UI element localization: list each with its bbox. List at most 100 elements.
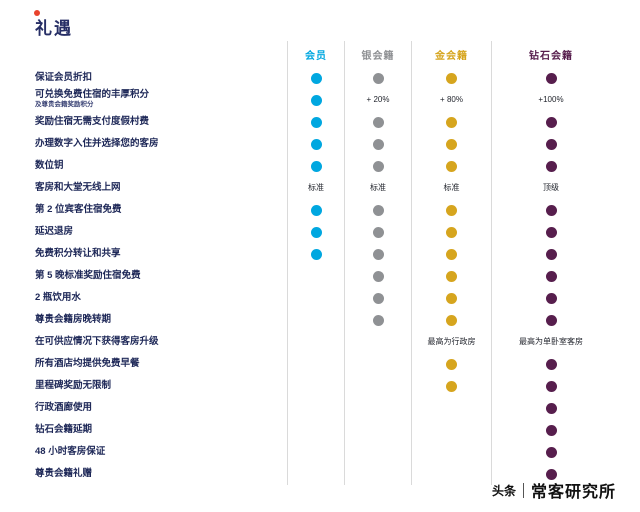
watermark-brand: 头条 bbox=[491, 483, 516, 498]
benefit-dot-icon bbox=[372, 116, 384, 128]
benefit-dot-cell bbox=[491, 221, 610, 243]
row-label: 2 瓶饮用水 bbox=[35, 291, 81, 303]
benefit-dot-cell bbox=[344, 133, 411, 155]
benefit-dot-icon bbox=[310, 138, 322, 150]
benefit-dot-cell bbox=[344, 111, 411, 133]
benefit-dot-cell bbox=[491, 155, 610, 177]
brand-dot-icon bbox=[34, 10, 40, 16]
row-label: 免费积分转让和共享 bbox=[35, 247, 121, 259]
benefit-dot-cell bbox=[411, 243, 491, 265]
row-label: 延迟退房 bbox=[35, 225, 74, 237]
benefit-dot-icon bbox=[446, 270, 457, 282]
benefit-empty-cell bbox=[344, 419, 411, 441]
benefit-empty-cell bbox=[287, 265, 344, 287]
benefit-dot-icon bbox=[545, 270, 557, 282]
row-label-cell: 延迟退房 bbox=[35, 221, 287, 243]
row-label-cell: 可兑换免费住宿的丰厚积分 及尊贵会籍奖励积分 bbox=[35, 89, 287, 111]
benefit-dot-cell bbox=[491, 287, 610, 309]
benefit-dot-cell bbox=[411, 221, 491, 243]
benefit-dot-cell bbox=[344, 287, 411, 309]
benefit-dot-icon bbox=[545, 116, 557, 128]
benefit-dot-icon bbox=[310, 94, 322, 106]
benefit-empty-cell bbox=[411, 397, 491, 419]
column-header-3: 金会籍 bbox=[411, 41, 491, 67]
row-label-cell: 所有酒店均提供免费早餐 bbox=[35, 353, 287, 375]
benefit-dot-icon bbox=[310, 226, 322, 238]
benefit-dot-icon bbox=[545, 138, 557, 150]
row-label-cell: 尊贵会籍房晚转期 bbox=[35, 309, 287, 331]
benefit-dot-icon bbox=[372, 248, 384, 260]
benefit-dot-cell bbox=[491, 397, 610, 419]
row-label-cell: 2 瓶饮用水 bbox=[35, 287, 287, 309]
benefit-text-cell: + 80% bbox=[411, 89, 491, 111]
benefit-dot-cell bbox=[491, 265, 610, 287]
row-label: 在可供应情况下获得客房升级 bbox=[35, 335, 159, 347]
row-label: 尊贵会籍礼赠 bbox=[35, 467, 93, 479]
table-corner bbox=[35, 41, 287, 67]
benefit-dot-icon bbox=[545, 402, 557, 414]
row-sublabel: 及尊贵会籍奖励积分 bbox=[35, 101, 94, 109]
benefit-dot-cell bbox=[344, 309, 411, 331]
benefit-dot-cell bbox=[344, 67, 411, 89]
row-label-cell: 尊贵会籍礼赠 bbox=[35, 463, 287, 485]
benefit-dot-cell bbox=[411, 133, 491, 155]
benefit-dot-icon bbox=[545, 380, 557, 392]
benefit-dot-icon bbox=[446, 292, 457, 304]
row-label-cell: 里程碑奖励无限制 bbox=[35, 375, 287, 397]
watermark-divider bbox=[522, 482, 524, 498]
benefit-dot-cell bbox=[491, 243, 610, 265]
benefit-dot-icon bbox=[545, 72, 557, 84]
benefit-dot-icon bbox=[372, 204, 384, 216]
benefit-dot-cell bbox=[344, 199, 411, 221]
benefit-dot-cell bbox=[411, 155, 491, 177]
benefit-empty-cell bbox=[287, 353, 344, 375]
benefit-dot-cell bbox=[491, 133, 610, 155]
benefit-dot-icon bbox=[545, 446, 557, 458]
row-label-cell: 48 小时客房保证 bbox=[35, 441, 287, 463]
benefit-dot-icon bbox=[372, 138, 384, 150]
benefit-dot-cell bbox=[287, 243, 344, 265]
benefit-dot-icon bbox=[310, 116, 322, 128]
benefit-empty-cell bbox=[287, 419, 344, 441]
benefit-dot-cell bbox=[411, 265, 491, 287]
benefit-text-cell: 标准 bbox=[411, 177, 491, 199]
benefit-dot-cell bbox=[411, 353, 491, 375]
benefit-empty-cell bbox=[287, 375, 344, 397]
benefit-empty-cell bbox=[344, 375, 411, 397]
benefit-dot-cell bbox=[491, 463, 610, 485]
benefit-text-cell: 最高为单卧室客房 bbox=[491, 331, 610, 353]
benefit-dot-cell bbox=[491, 419, 610, 441]
row-label-cell: 客房和大堂无线上网 bbox=[35, 177, 287, 199]
benefit-empty-cell bbox=[287, 331, 344, 353]
benefit-dot-cell bbox=[491, 375, 610, 397]
benefit-dot-cell bbox=[491, 441, 610, 463]
benefit-dot-icon bbox=[310, 204, 322, 216]
benefit-dot-icon bbox=[446, 116, 457, 128]
benefit-empty-cell bbox=[344, 331, 411, 353]
page-title: 礼遇 bbox=[35, 19, 73, 38]
benefit-dot-cell bbox=[411, 199, 491, 221]
watermark: 头条 常客研究所 bbox=[492, 478, 616, 502]
benefit-dot-cell bbox=[287, 67, 344, 89]
benefit-dot-cell bbox=[344, 221, 411, 243]
benefit-dot-icon bbox=[545, 358, 557, 370]
benefit-dot-icon bbox=[446, 204, 457, 216]
benefit-dot-icon bbox=[372, 270, 384, 282]
row-label-cell: 保证会员折扣 bbox=[35, 67, 287, 89]
benefit-empty-cell bbox=[287, 309, 344, 331]
benefit-empty-cell bbox=[344, 353, 411, 375]
benefit-dot-icon bbox=[310, 160, 322, 172]
benefit-dot-icon bbox=[310, 248, 322, 260]
row-label: 48 小时客房保证 bbox=[35, 445, 106, 457]
row-label: 保证会员折扣 bbox=[35, 71, 93, 83]
benefit-empty-cell bbox=[287, 397, 344, 419]
row-label: 可兑换免费住宿的丰厚积分 bbox=[35, 89, 150, 101]
benefit-dot-cell bbox=[491, 353, 610, 375]
benefit-empty-cell bbox=[344, 463, 411, 485]
row-label: 奖励住宿无需支付度假村费 bbox=[35, 115, 150, 127]
benefit-dot-cell bbox=[287, 133, 344, 155]
benefits-table: 会员 银会籍 金会籍 钻石会籍 保证会员折扣 可兑换免费住宿的丰厚积分 及尊贵会籍奖励积分 +… bbox=[35, 41, 610, 485]
benefit-dot-icon bbox=[545, 204, 557, 216]
benefit-dot-cell bbox=[411, 375, 491, 397]
benefit-dot-icon bbox=[446, 358, 457, 370]
